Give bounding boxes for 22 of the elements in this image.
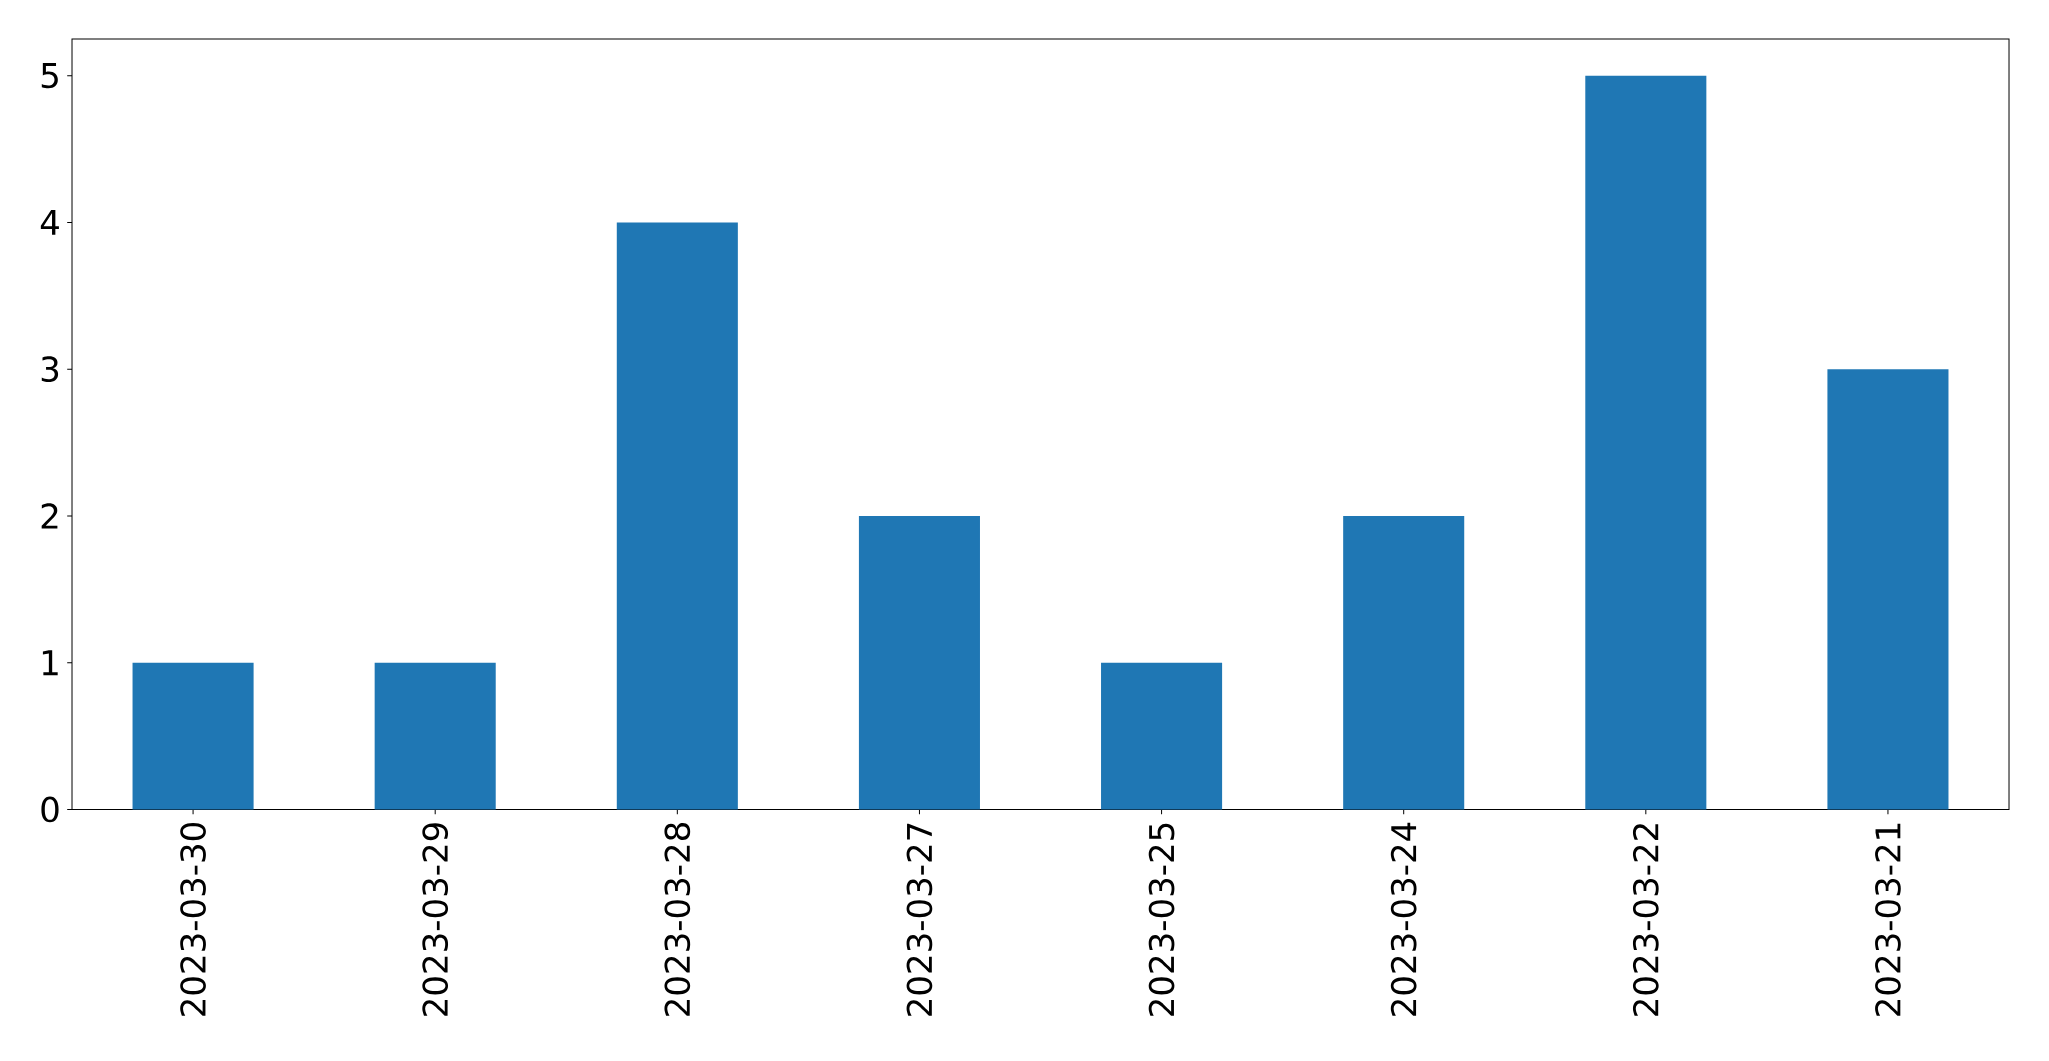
y-tick-label: 5	[41, 63, 58, 89]
x-tick-label: 2023-03-24	[1390, 822, 1417, 1016]
y-tick-label: 3	[41, 356, 59, 383]
x-tick-label: 2023-03-21	[1875, 823, 1901, 1016]
y-tick-label: 1	[42, 650, 58, 676]
y-tick-label: 0	[41, 796, 59, 823]
y-tick-label: 4	[40, 210, 59, 235]
bar	[1343, 515, 1465, 810]
bar	[374, 662, 496, 810]
bar	[1827, 369, 1949, 810]
x-tick-label: 2023-03-25	[1148, 823, 1175, 1016]
x-tick-label: 2023-03-22	[1632, 824, 1659, 1016]
x-tick-label: 2023-03-28	[664, 823, 691, 1016]
bar	[1585, 75, 1707, 810]
bar	[132, 662, 254, 810]
x-tick-label: 2023-03-30	[180, 822, 206, 1016]
bar	[858, 515, 980, 810]
x-tick-label: 2023-03-27	[906, 823, 933, 1016]
x-tick-label: 2023-03-29	[422, 823, 449, 1016]
y-tick-label: 2	[41, 503, 58, 529]
bar	[1101, 662, 1223, 810]
bar	[616, 222, 738, 810]
